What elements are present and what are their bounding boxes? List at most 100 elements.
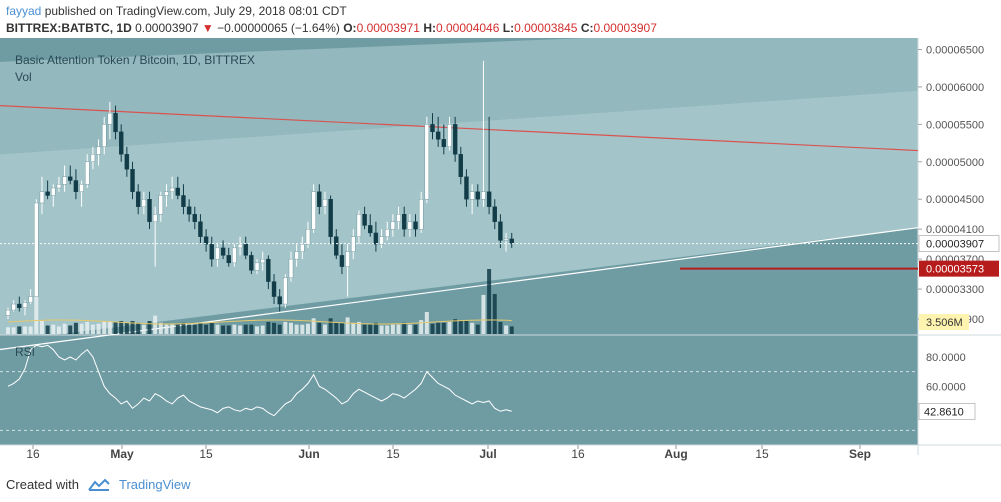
candle-body	[322, 199, 328, 207]
candle-body	[107, 112, 113, 125]
price-tick-label: 0.00003300	[926, 284, 984, 296]
volume-bar	[464, 321, 469, 334]
volume-bar	[124, 322, 129, 334]
volume-bar	[85, 321, 90, 334]
candle-body	[254, 262, 260, 271]
candle-body	[203, 236, 209, 245]
rsi-background	[0, 335, 918, 445]
price-tick-label: 0.00006500	[926, 44, 984, 56]
candle-body	[413, 221, 418, 230]
volume-bar	[158, 322, 163, 334]
x-tick-label: May	[110, 447, 134, 461]
price-chart[interactable]: 0.00006500 0.00006000 0.00005500 0.00005000…	[0, 38, 1001, 470]
last-price-tag	[918, 235, 1000, 252]
candle-body	[475, 191, 480, 200]
candle-body	[11, 303, 16, 311]
rsi-line	[7, 344, 512, 417]
candle-body	[186, 206, 192, 215]
volume-bar	[385, 325, 390, 334]
volume-bar	[243, 324, 248, 334]
symbol-label: BITTREX:BATBTC, 1D	[6, 21, 132, 35]
volume-bar	[147, 321, 152, 334]
volume-bar	[305, 323, 310, 334]
price-tick-label: 0.00005000	[926, 157, 984, 169]
volume-bar	[136, 322, 141, 334]
published-text: published on TradingView.com, July 29, 2…	[44, 4, 347, 18]
candle-body	[90, 154, 96, 162]
candle-body	[300, 243, 305, 252]
volume-bar	[51, 324, 56, 334]
price-line-tag-text: 0.00003573	[926, 264, 984, 276]
candle-body	[62, 176, 67, 185]
candle-body	[164, 191, 169, 196]
candle-body	[34, 202, 39, 297]
volume-bar	[487, 269, 492, 334]
candle-body	[158, 195, 164, 215]
volume-bar	[436, 322, 441, 334]
x-tick-label: 16	[26, 447, 40, 461]
volume-bar	[390, 324, 395, 334]
volume-tag	[919, 314, 969, 330]
volume-bar	[175, 324, 180, 334]
open-value: 0.00003971	[356, 21, 420, 35]
volume-bar	[187, 324, 192, 334]
volume-bar	[102, 321, 107, 334]
volume-bar	[430, 323, 435, 334]
candle-body	[486, 191, 492, 207]
candle-body	[17, 303, 22, 308]
candle-body	[260, 258, 265, 264]
volume-bar	[107, 321, 112, 334]
x-tick-label: Jul	[479, 447, 496, 461]
candle-body	[503, 238, 509, 241]
candle-body	[113, 112, 118, 133]
tradingview-link[interactable]: TradingView	[118, 477, 191, 492]
volume-bar	[62, 323, 67, 334]
last-price-tag-text: 0.00003907	[926, 239, 984, 251]
rsi-tick-label: 80.0000	[926, 352, 966, 364]
candle-body	[56, 184, 62, 189]
price-tick-label: 0.00005500	[926, 119, 984, 131]
candle-body	[39, 191, 45, 204]
rsi-label: RSI	[15, 345, 35, 359]
candle-body	[362, 214, 367, 226]
volume-bar	[221, 325, 226, 334]
open-label: O:	[343, 21, 357, 35]
volume-ma-line	[7, 319, 512, 325]
candle-body	[305, 228, 311, 245]
candle-body	[430, 124, 435, 133]
publish-line: fayyad published on TradingView.com, Jul…	[6, 4, 347, 18]
candle-body	[130, 169, 135, 192]
volume-bar	[119, 321, 124, 334]
volume-bar	[311, 318, 316, 334]
volume-bar	[28, 326, 33, 334]
volume-bar	[215, 324, 220, 334]
volume-bar	[351, 322, 356, 334]
volume-bar	[153, 315, 158, 334]
volume-bar	[328, 318, 333, 334]
candle-body	[96, 146, 101, 155]
candle-body	[73, 180, 79, 192]
volume-bar	[294, 324, 299, 334]
volume-bar	[96, 323, 101, 334]
volume-bar	[368, 324, 373, 334]
x-tick-label: 15	[755, 447, 769, 461]
volume-bar	[260, 325, 265, 334]
volume-bar	[356, 321, 361, 334]
candle-body	[379, 236, 384, 245]
author-name[interactable]: fayyad	[6, 4, 42, 18]
candle-body	[458, 154, 463, 177]
candle-body	[407, 221, 413, 230]
volume-bar	[424, 312, 429, 334]
candle-body	[102, 124, 107, 148]
candle-body	[345, 251, 350, 267]
candle-body	[266, 258, 271, 282]
volume-bar	[379, 325, 384, 334]
candle-body	[51, 187, 56, 196]
volume-bar	[130, 321, 135, 334]
volume-bar	[441, 322, 446, 334]
volume-bar	[283, 321, 288, 334]
x-tick-label: Sep	[849, 447, 871, 461]
volume-bar	[272, 322, 277, 334]
volume-bar	[192, 324, 197, 334]
volume-bar	[22, 326, 27, 334]
